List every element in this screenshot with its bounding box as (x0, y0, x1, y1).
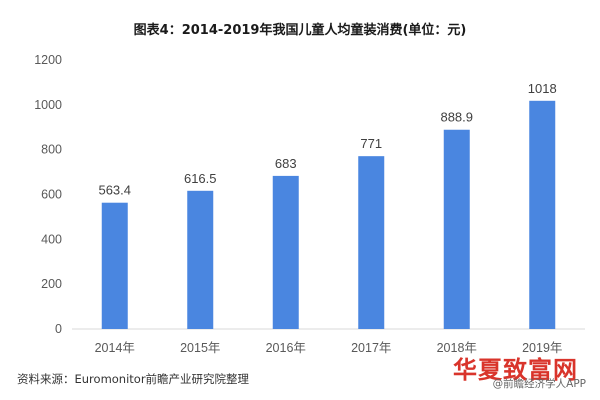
y-tick-label: 200 (41, 277, 62, 291)
data-labels: 563.4 616.5 683 771 888.9 1018 (98, 81, 556, 198)
watermark-app: @前瞻经济学人APP (492, 378, 586, 390)
y-axis: 0 200 400 600 800 1000 1200 (34, 53, 62, 336)
source-note: 资料来源：Euromonitor前瞻产业研究院整理 (17, 372, 250, 386)
x-tick-label: 2017年 (351, 341, 391, 355)
data-label: 1018 (528, 81, 557, 96)
data-label: 683 (275, 156, 297, 171)
y-tick-label: 600 (41, 188, 62, 202)
data-label: 616.5 (184, 171, 217, 186)
bar (358, 156, 385, 329)
x-tick-label: 2016年 (266, 341, 306, 355)
watermark-logo: 华夏致富网 (453, 356, 578, 384)
x-axis: 2014年 2015年 2016年 2017年 2018年 2019年 (95, 341, 563, 355)
bar (443, 129, 470, 329)
x-tick-label: 2018年 (437, 341, 477, 355)
data-label: 771 (360, 136, 382, 151)
y-tick-label: 400 (41, 232, 62, 246)
y-tick-label: 1200 (34, 53, 62, 67)
data-label: 888.9 (440, 110, 473, 125)
bar (529, 100, 556, 329)
y-tick-label: 800 (41, 143, 62, 157)
x-tick-label: 2019年 (522, 341, 562, 355)
data-label: 563.4 (98, 183, 131, 198)
chart-title: 图表4：2014-2019年我国儿童人均童装消费(单位：元) (134, 22, 467, 38)
x-tick-label: 2014年 (95, 341, 135, 355)
bar (272, 175, 299, 329)
bar (187, 190, 214, 329)
bars (101, 100, 556, 329)
x-tick-label: 2015年 (180, 341, 220, 355)
y-tick-label: 0 (55, 322, 62, 336)
bar (101, 202, 128, 329)
y-tick-label: 1000 (34, 98, 62, 112)
